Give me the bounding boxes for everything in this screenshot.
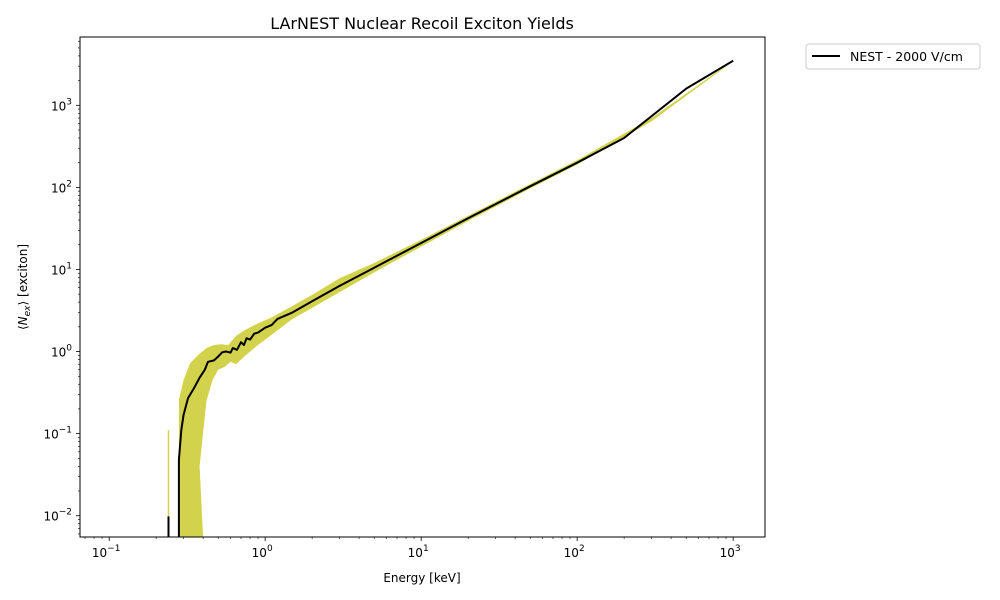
y-tick-label: 102 [51, 179, 72, 195]
x-tick-label: 100 [252, 544, 273, 560]
x-axis-ticks: 10−1 100 101 102 103 [84, 537, 741, 560]
x-axis-label: Energy [keV] [383, 571, 460, 585]
legend-entry-label: NEST - 2000 V/cm [850, 49, 963, 64]
uncertainty-band [178, 60, 734, 537]
y-axis-label: ⟨Nex⟩ [exciton] [16, 244, 33, 330]
series-line-layer [167, 59, 734, 537]
y-tick-label: 100 [51, 344, 72, 360]
y-axis-ticks: 10−2 10−1 100 101 102 103 [43, 41, 80, 535]
y-tick-label: 103 [51, 97, 72, 113]
plot-frame [79, 36, 766, 538]
x-tick-label: 102 [564, 544, 585, 560]
x-tick-label: 101 [408, 544, 429, 560]
chart-title: LArNEST Nuclear Recoil Exciton Yields [270, 14, 574, 33]
plot-area [79, 36, 766, 538]
x-tick-label: 10−1 [92, 544, 121, 560]
legend-box [805, 43, 981, 70]
x-tick-label: 103 [720, 544, 741, 560]
uncertainty-band-layer [167, 60, 734, 537]
legend: NEST - 2000 V/cm [805, 43, 981, 70]
y-tick-label: 101 [51, 261, 72, 277]
y-tick-label: 10−2 [43, 508, 72, 524]
series-line-segment-2 [177, 59, 734, 537]
y-tick-label: 10−1 [43, 426, 72, 442]
